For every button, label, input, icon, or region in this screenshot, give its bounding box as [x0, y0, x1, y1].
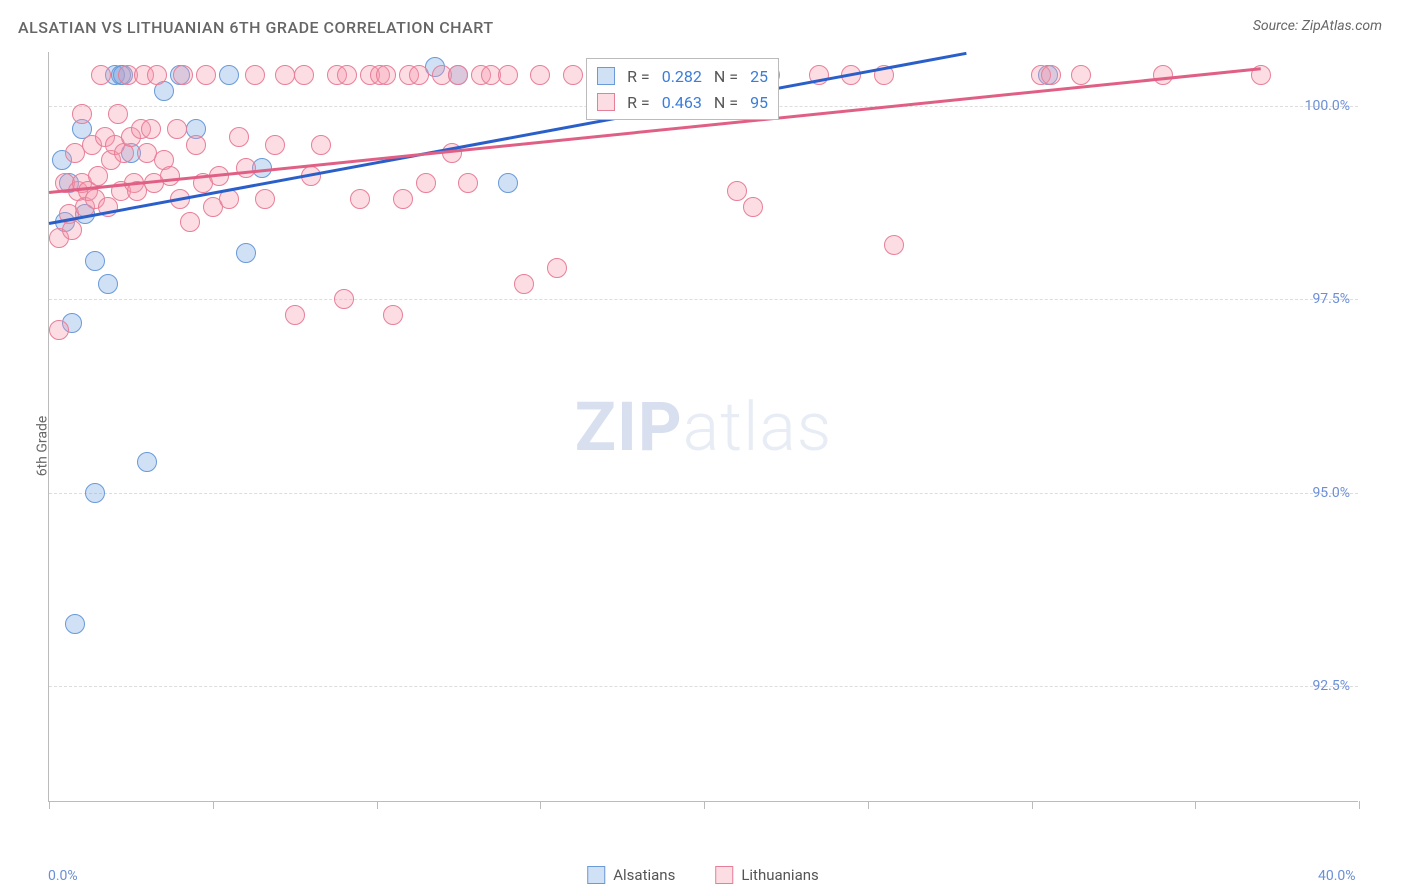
data-point: [98, 274, 118, 294]
data-point: [85, 483, 105, 503]
y-tick-label: 95.0%: [1312, 485, 1350, 501]
x-tick: [704, 801, 705, 809]
data-point: [62, 220, 82, 240]
watermark: ZIPatlas: [575, 387, 833, 467]
x-tick: [1359, 801, 1360, 809]
data-point: [383, 305, 403, 325]
r-value: 0.282: [662, 67, 702, 86]
data-point: [334, 289, 354, 309]
watermark-atlas: atlas: [683, 387, 833, 467]
data-point: [85, 251, 105, 271]
data-point: [563, 65, 583, 85]
y-tick-label: 92.5%: [1312, 678, 1350, 694]
x-axis-min-label: 0.0%: [48, 868, 78, 884]
x-tick: [868, 801, 869, 809]
legend-swatch: [587, 866, 605, 884]
data-point: [311, 135, 331, 155]
x-tick: [540, 801, 541, 809]
data-point: [147, 65, 167, 85]
correlation-row: R = 0.282 N = 25: [597, 63, 768, 89]
data-point: [514, 274, 534, 294]
series-swatch: [597, 93, 615, 111]
data-point: [294, 65, 314, 85]
data-point: [108, 104, 128, 124]
data-point: [727, 181, 747, 201]
legend-swatch: [715, 866, 733, 884]
data-point: [236, 158, 256, 178]
data-point: [498, 65, 518, 85]
y-tick-label: 100.0%: [1305, 98, 1350, 114]
data-point: [236, 243, 256, 263]
data-point: [141, 119, 161, 139]
n-label: N =: [714, 67, 738, 86]
x-axis-max-label: 40.0%: [1318, 868, 1356, 884]
data-point: [137, 452, 157, 472]
x-tick: [213, 801, 214, 809]
gridline: [49, 686, 1358, 687]
data-point: [458, 173, 478, 193]
y-tick-label: 97.5%: [1312, 291, 1350, 307]
x-tick: [1195, 801, 1196, 809]
data-point: [72, 104, 92, 124]
data-point: [416, 173, 436, 193]
series-swatch: [597, 67, 615, 85]
data-point: [173, 65, 193, 85]
gridline: [49, 299, 1358, 300]
scatter-plot: ZIPatlas 92.5% 95.0% 97.5% 100.0% R = 0.282 N …: [48, 52, 1358, 802]
correlation-row: R = 0.463 N = 95: [597, 89, 768, 115]
data-point: [337, 65, 357, 85]
data-point: [530, 65, 550, 85]
data-point: [180, 212, 200, 232]
data-point: [498, 173, 518, 193]
source-label: Source: ZipAtlas.com: [1253, 18, 1382, 34]
data-point: [275, 65, 295, 85]
legend-label: Alsatians: [613, 866, 675, 884]
data-point: [1041, 65, 1061, 85]
legend-item: Alsatians: [587, 866, 675, 884]
data-point: [91, 65, 111, 85]
n-value: 25: [750, 67, 768, 86]
legend: Alsatians Lithuanians: [587, 866, 819, 884]
data-point: [393, 189, 413, 209]
data-point: [160, 166, 180, 186]
n-value: 95: [750, 93, 768, 112]
data-point: [350, 189, 370, 209]
data-point: [884, 235, 904, 255]
data-point: [245, 65, 265, 85]
x-tick: [377, 801, 378, 809]
data-point: [1153, 65, 1173, 85]
data-point: [49, 320, 69, 340]
data-point: [255, 189, 275, 209]
data-point: [167, 119, 187, 139]
data-point: [186, 135, 206, 155]
data-point: [409, 65, 429, 85]
data-point: [229, 127, 249, 147]
data-point: [285, 305, 305, 325]
r-label: R =: [627, 93, 650, 112]
data-point: [265, 135, 285, 155]
chart-title: ALSATIAN VS LITHUANIAN 6TH GRADE CORRELA…: [18, 18, 494, 37]
r-value: 0.463: [662, 93, 702, 112]
x-tick: [49, 801, 50, 809]
data-point: [448, 65, 468, 85]
r-label: R =: [627, 67, 650, 86]
data-point: [1071, 65, 1091, 85]
correlation-box: R = 0.282 N = 25 R = 0.463 N = 95: [586, 58, 779, 120]
gridline: [49, 493, 1358, 494]
x-tick: [1032, 801, 1033, 809]
n-label: N =: [714, 93, 738, 112]
watermark-zip: ZIP: [575, 387, 683, 467]
data-point: [196, 65, 216, 85]
data-point: [376, 65, 396, 85]
legend-label: Lithuanians: [741, 866, 818, 884]
data-point: [219, 65, 239, 85]
data-point: [743, 197, 763, 217]
data-point: [65, 614, 85, 634]
data-point: [547, 258, 567, 278]
legend-item: Lithuanians: [715, 866, 818, 884]
